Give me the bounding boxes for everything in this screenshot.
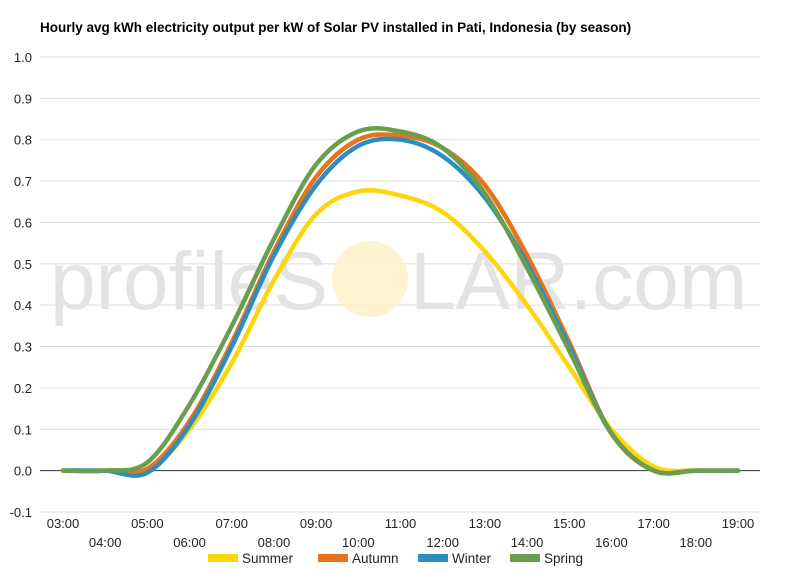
- x-tick-label: 15:00: [553, 516, 586, 531]
- y-tick-label: 0.5: [14, 257, 32, 272]
- y-tick-label: 0.9: [14, 91, 32, 106]
- x-tick-label: 18:00: [680, 535, 713, 550]
- x-tick-label: 17:00: [637, 516, 670, 531]
- legend-label-autumn: Autumn: [352, 551, 399, 566]
- x-tick-label: 13:00: [469, 516, 502, 531]
- legend-label-winter: Winter: [452, 551, 492, 566]
- y-tick-label: 0.7: [14, 174, 32, 189]
- x-tick-label: 09:00: [300, 516, 333, 531]
- x-tick-label: 11:00: [385, 516, 417, 531]
- y-tick-label: 0.8: [14, 133, 32, 148]
- x-tick-label: 06:00: [173, 535, 206, 550]
- watermark-text-left: profileS: [50, 236, 328, 327]
- x-tick-label: 05:00: [131, 516, 164, 531]
- y-tick-label: 0.4: [14, 298, 32, 313]
- x-tick-label: 03:00: [47, 516, 80, 531]
- x-tick-label: 07:00: [215, 516, 248, 531]
- legend: Summer Autumn Winter Spring: [208, 551, 583, 566]
- y-tick-label: -0.1: [10, 505, 32, 520]
- legend-swatch-summer: [208, 554, 238, 562]
- y-tick-label: 0.2: [14, 381, 32, 396]
- legend-label-spring: Spring: [544, 551, 583, 566]
- x-tick-label: 14:00: [511, 535, 544, 550]
- legend-swatch-spring: [510, 554, 540, 562]
- legend-swatch-winter: [418, 554, 448, 562]
- legend-label-summer: Summer: [242, 551, 294, 566]
- x-tick-label: 10:00: [342, 535, 375, 550]
- series-line-summer: [60, 188, 741, 476]
- watermark: profileS LAR.com: [50, 236, 747, 327]
- y-tick-label: 0.6: [14, 215, 32, 230]
- legend-swatch-autumn: [318, 554, 348, 562]
- watermark-sun-icon: [332, 241, 408, 317]
- watermark-text-right: LAR.com: [410, 236, 747, 327]
- x-tick-label: 16:00: [595, 535, 628, 550]
- series-layer: [60, 126, 741, 478]
- y-tick-label: 0.3: [14, 340, 32, 355]
- x-tick-label: 19:00: [722, 516, 755, 531]
- series-line-spring: [60, 126, 741, 476]
- y-tick-label: 0.0: [14, 464, 32, 479]
- x-tick-label: 04:00: [89, 535, 122, 550]
- x-tick-label: 12:00: [426, 535, 459, 550]
- y-tick-label: 1.0: [14, 50, 32, 65]
- chart-title: Hourly avg kWh electricity output per kW…: [40, 20, 631, 35]
- y-tick-label: 0.1: [14, 422, 32, 437]
- x-tick-label: 08:00: [258, 535, 291, 550]
- axis-layer: -0.1 0.0 0.1 0.2 0.3 0.4 0.5 0.6 0.7 0.8 0.9 1.0 03:…: [10, 50, 760, 550]
